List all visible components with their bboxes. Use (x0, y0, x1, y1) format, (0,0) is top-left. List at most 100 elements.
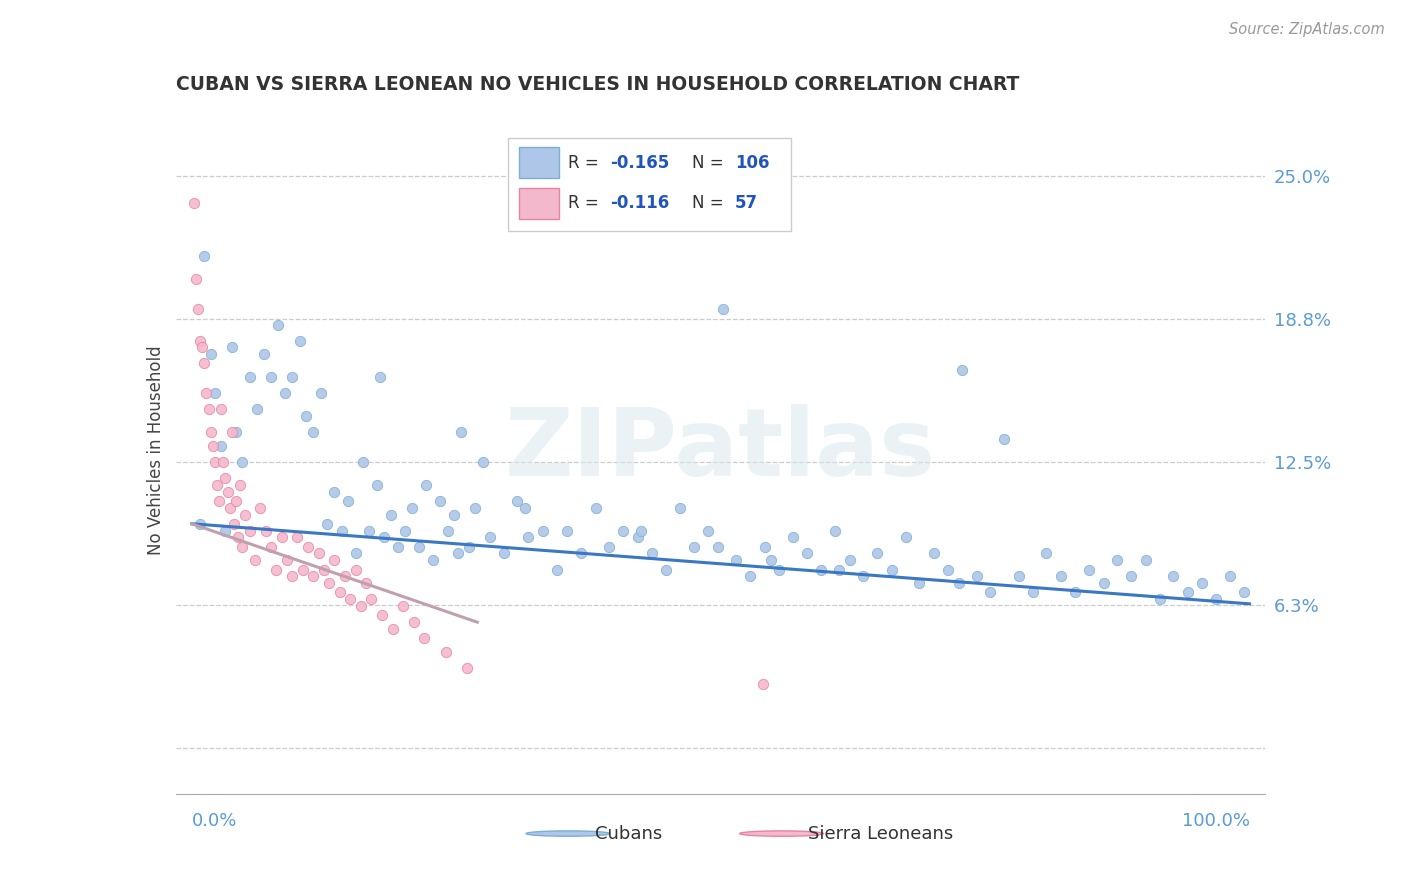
Point (1135, 553, 1157, 567)
Point (725, 553, 748, 567)
Point (337, 493, 360, 508)
Point (254, 524, 277, 538)
Y-axis label: No Vehicles in Household: No Vehicles in Household (146, 345, 165, 556)
Point (360, 592, 382, 607)
Point (1149, 592, 1171, 607)
Point (434, 645, 457, 659)
Point (200, 425, 222, 439)
Point (627, 531, 650, 545)
Point (323, 553, 346, 567)
Point (209, 402, 232, 417)
Point (1008, 569, 1031, 583)
Point (492, 546, 515, 561)
Point (260, 540, 283, 554)
Point (193, 356, 215, 370)
Point (371, 608, 394, 623)
Point (187, 301, 209, 316)
Point (768, 562, 790, 576)
Point (246, 402, 269, 417)
Text: Cubans: Cubans (595, 824, 662, 843)
Point (287, 531, 309, 545)
Point (1107, 553, 1129, 567)
Point (218, 500, 240, 515)
Point (866, 546, 889, 561)
Point (249, 500, 271, 515)
Point (413, 631, 436, 645)
Point (214, 524, 236, 538)
Point (696, 524, 718, 538)
Point (513, 500, 536, 515)
Point (922, 546, 945, 561)
Point (204, 386, 226, 401)
Point (381, 622, 404, 636)
Point (436, 524, 458, 538)
Text: 106: 106 (735, 153, 769, 171)
Point (231, 540, 253, 554)
Point (824, 524, 846, 538)
Point (711, 301, 734, 316)
Point (212, 455, 235, 469)
Point (295, 409, 318, 424)
Point (464, 500, 486, 515)
Point (183, 196, 205, 211)
Point (354, 576, 377, 591)
Point (457, 540, 479, 554)
Text: -0.116: -0.116 (610, 194, 669, 212)
Text: ZIPatlas: ZIPatlas (505, 404, 936, 497)
Point (1177, 585, 1199, 599)
Point (274, 386, 297, 401)
Point (1219, 569, 1241, 583)
Point (217, 484, 239, 499)
Point (288, 334, 311, 348)
Point (1021, 585, 1043, 599)
Point (208, 493, 231, 508)
Point (506, 493, 529, 508)
FancyBboxPatch shape (508, 138, 792, 231)
Point (669, 500, 692, 515)
Point (828, 562, 851, 576)
Point (408, 540, 430, 554)
Point (226, 531, 249, 545)
Point (221, 340, 243, 354)
Text: -0.165: -0.165 (610, 153, 669, 171)
Point (231, 455, 253, 469)
Point (281, 569, 304, 583)
Point (1064, 585, 1087, 599)
Point (344, 546, 367, 561)
Point (894, 531, 917, 545)
Point (966, 569, 988, 583)
Point (838, 553, 860, 567)
Point (948, 576, 970, 591)
Point (339, 592, 361, 607)
Point (1163, 569, 1185, 583)
Point (471, 455, 494, 469)
Point (447, 546, 470, 561)
Point (260, 370, 283, 384)
Point (450, 425, 472, 439)
Point (380, 508, 402, 522)
Point (641, 546, 664, 561)
Point (754, 540, 776, 554)
Point (546, 562, 568, 576)
Point (243, 553, 266, 567)
Point (330, 524, 353, 538)
Point (333, 569, 356, 583)
Point (221, 425, 243, 439)
Point (252, 347, 274, 361)
Point (936, 562, 959, 576)
Point (222, 516, 245, 531)
Point (1205, 592, 1227, 607)
Point (302, 569, 325, 583)
Point (204, 455, 226, 469)
Point (402, 615, 425, 630)
Point (752, 677, 775, 691)
Point (993, 432, 1015, 446)
Text: R =: R = (568, 194, 603, 212)
Point (1119, 569, 1142, 583)
Text: 0.0%: 0.0% (191, 813, 238, 830)
Point (239, 524, 262, 538)
Point (297, 540, 319, 554)
Point (1077, 562, 1099, 576)
Point (1035, 546, 1057, 561)
Point (401, 500, 423, 515)
